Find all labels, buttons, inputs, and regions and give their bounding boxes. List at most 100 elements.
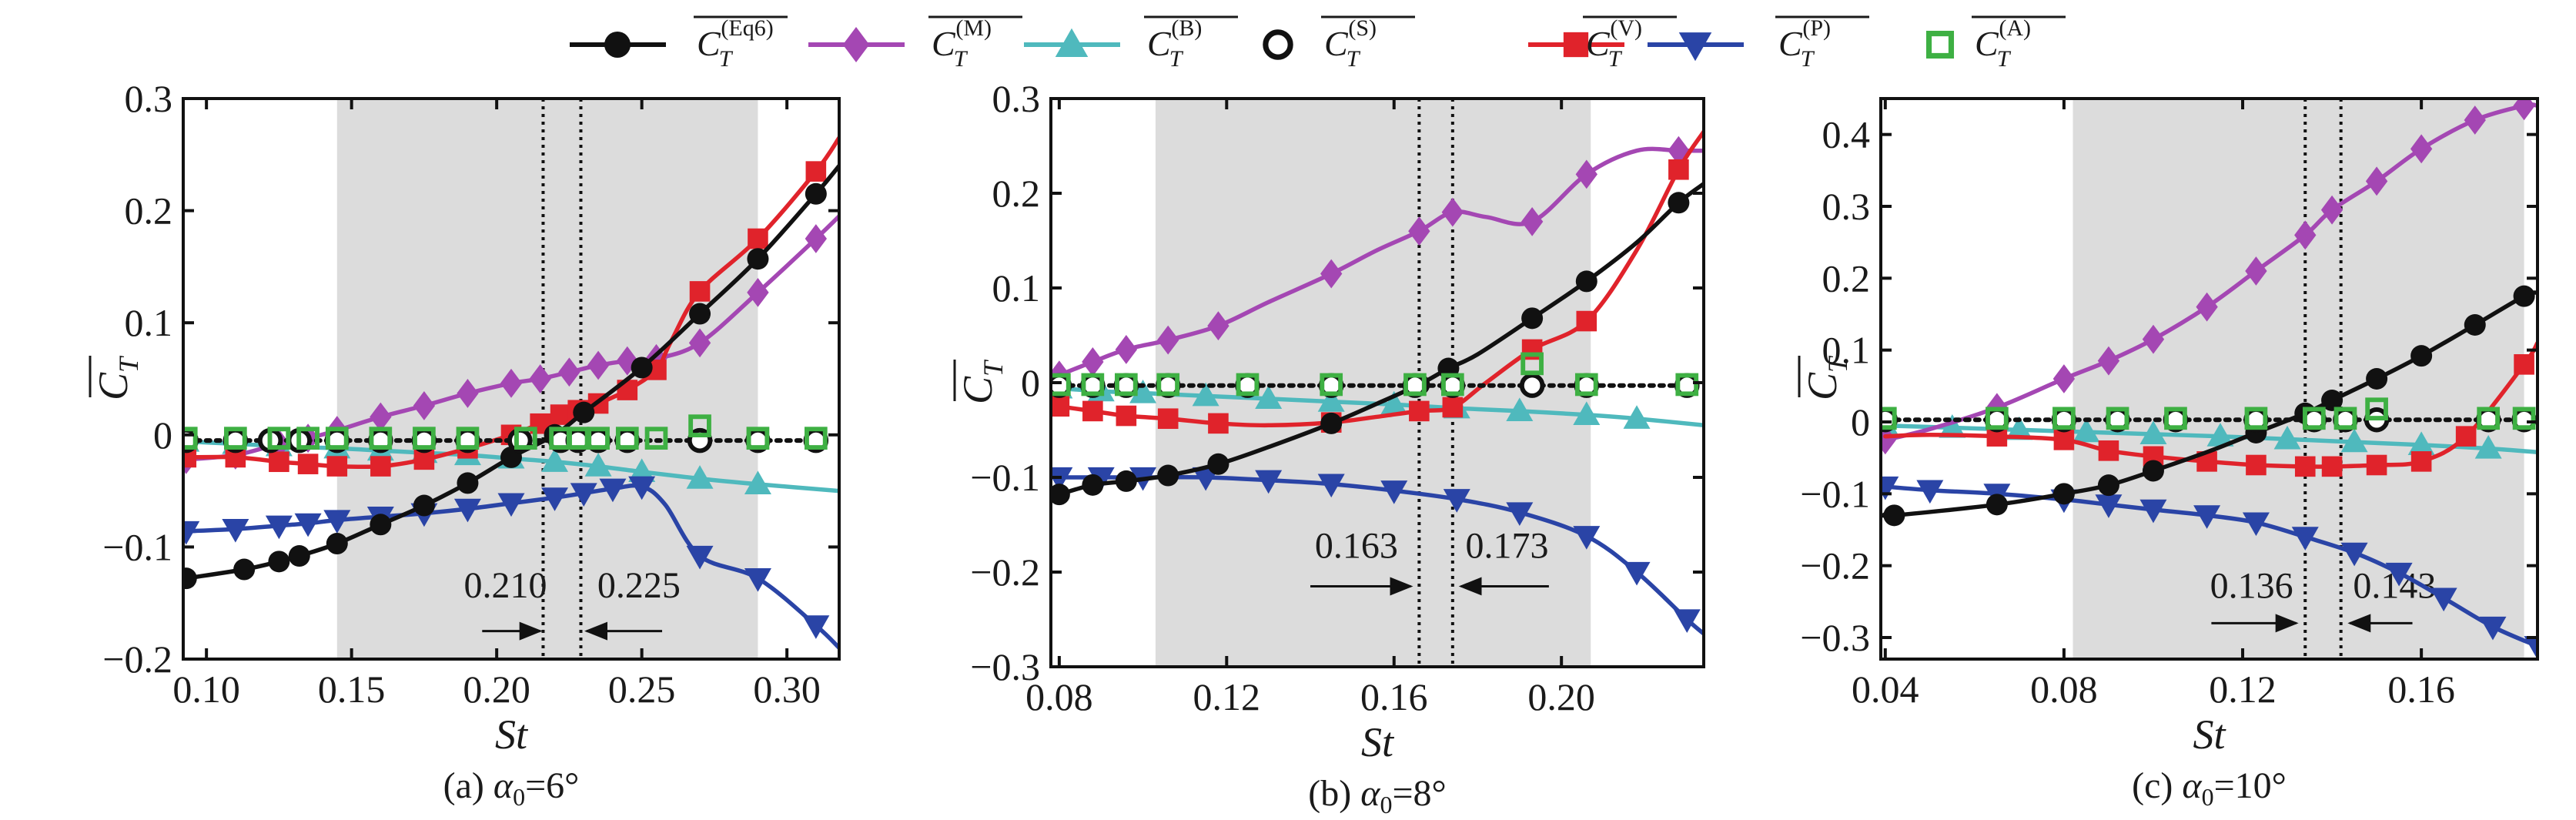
svg-text:CT: CT (1799, 355, 1853, 400)
data-point-V (370, 456, 391, 477)
data-point-V (1409, 400, 1430, 422)
data-point-eq6 (1051, 484, 1070, 506)
x-axis-label: St (2193, 711, 2226, 758)
data-point-B (2206, 423, 2234, 447)
data-point-A (746, 427, 770, 450)
data-point-A (456, 427, 480, 450)
data-point-B (2139, 420, 2167, 444)
data-point-M (1521, 207, 1544, 236)
data-point-A (1051, 373, 1071, 397)
annotation-label: 0.225 (597, 565, 681, 606)
y-tick-label: −0.2 (970, 551, 1040, 594)
y-axis-label: CT (1798, 355, 1853, 400)
open-square-icon (1925, 30, 1955, 59)
legend-label-P: CT(P) (1778, 15, 1831, 72)
data-point-P (802, 615, 830, 639)
data-point-B (628, 458, 656, 482)
data-point-eq6 (183, 567, 197, 590)
y-tick-label: 0 (1021, 361, 1040, 404)
data-point-M (688, 328, 711, 358)
data-point-M (1575, 159, 1597, 189)
data-point-V (1442, 397, 1464, 418)
data-point-eq6 (2097, 474, 2119, 497)
data-point-S (1519, 373, 1545, 398)
legend-entry-A: CT(A) (1925, 15, 2066, 72)
data-point-M (500, 368, 523, 398)
data-point-V (1576, 310, 1597, 332)
series-group (1881, 99, 2538, 659)
y-tick-label: −0.3 (970, 645, 1040, 688)
data-point-B (1380, 390, 1408, 415)
data-point-V (1668, 159, 1689, 180)
y-tick-label: −0.2 (102, 638, 172, 681)
data-point-M (805, 224, 828, 253)
data-point-V (1082, 400, 1103, 422)
y-tick-label: −0.3 (1800, 616, 1870, 659)
data-point-M (1408, 216, 1430, 246)
data-point-B (1506, 397, 1534, 422)
data-point-A (413, 427, 436, 450)
panel-caption: (c) α0=10° (2132, 765, 2287, 811)
annotation-label: 0.210 (463, 565, 547, 606)
data-point-A (805, 427, 828, 450)
x-axis-label: St (495, 711, 529, 758)
legend-entry-M: CT(M) (808, 15, 1022, 72)
data-point-B (1317, 388, 1345, 412)
data-point-M (2196, 292, 2218, 322)
data-point-A (1236, 373, 1260, 397)
data-point-A (615, 427, 639, 450)
data-point-B (584, 453, 612, 477)
data-point-P (222, 518, 249, 543)
data-point-V (2294, 456, 2316, 477)
legend-entry-eq6: CT(Eq6) (570, 15, 788, 72)
data-point-P (453, 498, 481, 523)
data-point-A (1675, 373, 1699, 397)
x-tick-label: 0.20 (463, 668, 530, 711)
data-point-B (2273, 425, 2301, 450)
data-point-V (748, 228, 768, 249)
plot-frame (1879, 97, 2539, 661)
data-point-A (1081, 373, 1105, 397)
y-tick-label: 0.3 (125, 77, 173, 120)
data-point-P (1673, 609, 1701, 633)
data-point-A (587, 427, 610, 450)
data-point-A (2365, 397, 2388, 421)
data-point-A (2333, 407, 2357, 430)
y-tick-label: 0 (153, 413, 172, 457)
svg-text:CT: CT (955, 359, 1009, 404)
y-tick-label: 0.1 (1822, 329, 1871, 372)
data-point-eq6 (2410, 345, 2433, 367)
data-point-A (1115, 373, 1138, 397)
annotation-label: 0.173 (1466, 526, 1549, 567)
annotation-label: 0.163 (1315, 526, 1398, 567)
y-axis-label: CT (89, 355, 144, 400)
y-tick-label: 0.1 (125, 301, 173, 344)
data-point-B (2073, 418, 2100, 443)
data-point-V (1157, 408, 1179, 430)
data-point-eq6 (413, 494, 435, 517)
data-point-P (2524, 636, 2538, 659)
data-point-M (1115, 335, 1138, 364)
data-point-A (688, 414, 711, 437)
data-point-B (1255, 385, 1283, 410)
data-point-A (1441, 373, 1464, 397)
data-point-P (1916, 480, 1944, 504)
chart-panel-2: 0.163 0.173 0.08 0.12 0.16 0.20 −0.3 −0.2 −0.1 0 0… (953, 77, 1705, 818)
data-point-M (1207, 311, 1229, 341)
data-point-P (497, 493, 525, 517)
series-group (183, 136, 839, 651)
data-point-M (2464, 105, 2486, 135)
y-tick-label: 0.3 (992, 77, 1041, 120)
data-point-V (689, 281, 711, 302)
y-tick-label: −0.1 (102, 525, 172, 568)
data-point-V (326, 456, 348, 477)
y-tick-label: 0.2 (125, 189, 173, 233)
data-point-B (541, 448, 569, 472)
data-point-V (2321, 456, 2343, 477)
data-point-B (1939, 413, 1966, 438)
data-point-M (1320, 259, 1343, 289)
data-point-M (2410, 134, 2433, 164)
data-point-A (644, 427, 668, 450)
data-point-A (183, 427, 198, 450)
data-point-P (1573, 526, 1601, 550)
